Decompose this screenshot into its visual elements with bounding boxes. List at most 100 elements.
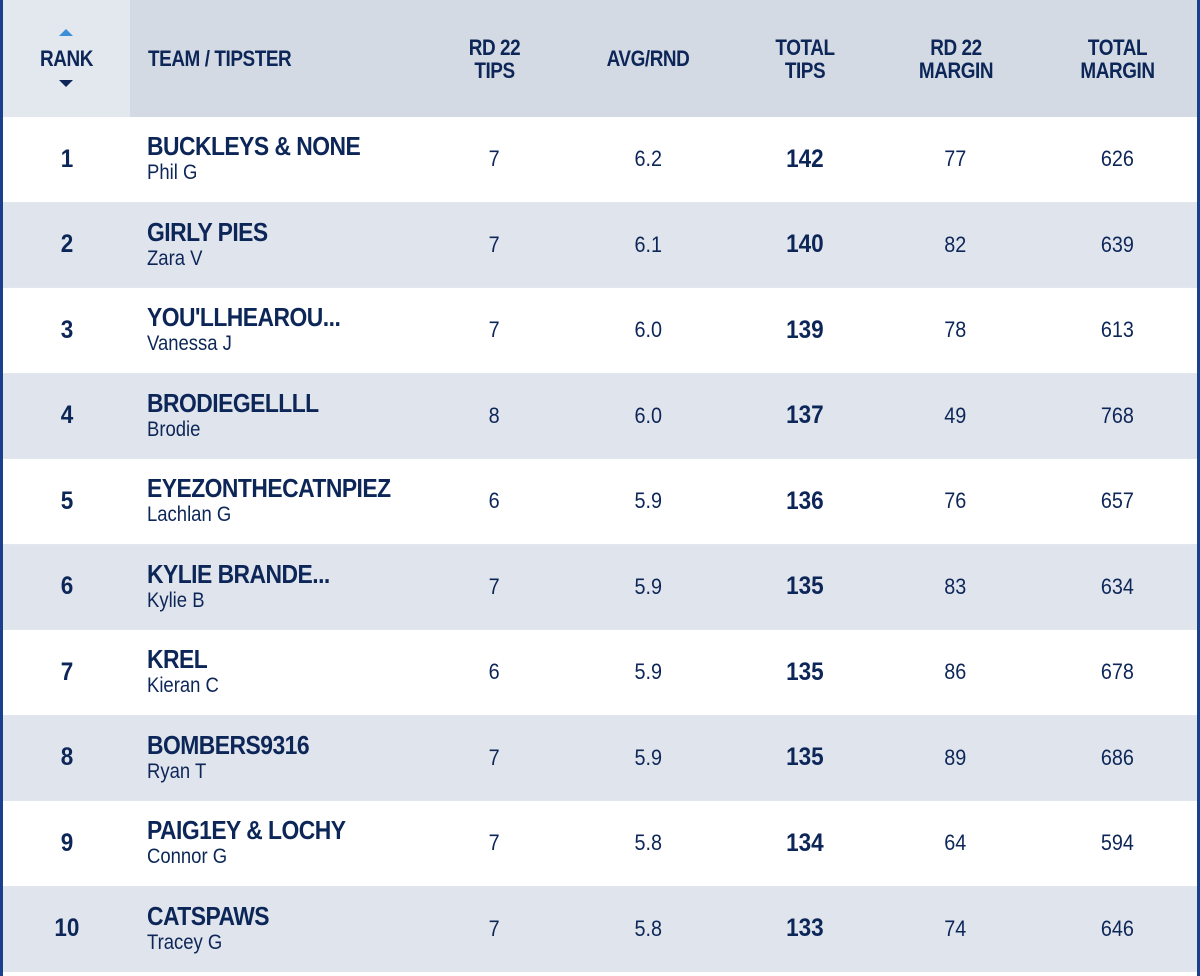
table-row[interactable]: 2 GIRLY PIES Zara V 7 6.1 140 82 639 (3, 202, 1197, 288)
total-margin-cell: 678 (1065, 630, 1170, 715)
avg-rnd-value: 5.9 (634, 744, 662, 770)
rank-cell: 10 (3, 887, 130, 972)
team-cell: BRODIEGELLLL Brodie (147, 374, 447, 459)
rd-tips-value: 6 (488, 488, 501, 514)
rd-margin-cell: 78 (903, 288, 1008, 373)
total-tips-value: 137 (786, 401, 824, 430)
tipster-name: Zara V (147, 246, 203, 270)
table-row[interactable]: 8 BOMBERS9316 Ryan T 7 5.9 135 89 686 (3, 715, 1197, 801)
total-margin-cell: 639 (1065, 203, 1170, 288)
avg-rnd-cell: 5.8 (588, 887, 708, 972)
rank-cell: 6 (3, 545, 130, 630)
tipster-name: Kieran C (147, 674, 219, 697)
table-row[interactable]: 9 PAIG1EY & LOCHY Connor G 7 5.8 134 64 594 (3, 801, 1197, 887)
team-name[interactable]: PAIG1EY & LOCHY (147, 815, 346, 845)
team-name[interactable]: EYEZONTHECATNPIEZ (147, 473, 391, 503)
total-margin-cell: 634 (1065, 545, 1170, 630)
rd-tips-value: 7 (488, 830, 501, 856)
team-name[interactable]: GIRLY PIES (147, 216, 268, 247)
rd-margin-cell: 89 (903, 716, 1008, 801)
avg-rnd-value: 6.0 (634, 317, 662, 343)
total-tips-cell: 140 (755, 203, 855, 288)
total-tips-cell: 135 (755, 716, 855, 801)
table-body: 1 BUCKLEYS & NONE Phil G 7 6.2 142 77 626 2 GIRLY… (3, 117, 1197, 972)
total-margin-value: 613 (1100, 317, 1135, 343)
table-row[interactable]: 5 EYEZONTHECATNPIEZ Lachlan G 6 5.9 136 76 657 (3, 459, 1197, 545)
rd-margin-cell: 86 (903, 630, 1008, 715)
team-cell: PAIG1EY & LOCHY Connor G (147, 801, 447, 886)
rank-column-header[interactable]: RANK (3, 0, 130, 117)
avg-rnd-cell: 6.1 (588, 203, 708, 288)
rd-tips-cell: 6 (443, 459, 546, 544)
rd-tips-cell: 7 (443, 801, 546, 886)
team-name[interactable]: CATSPAWS (147, 900, 270, 931)
rank-value: 5 (60, 486, 73, 515)
rank-value: 9 (60, 828, 73, 857)
rd-tips-value: 7 (488, 744, 501, 770)
total-tips-cell: 137 (755, 374, 855, 459)
table-row[interactable]: 4 BRODIEGELLLL Brodie 8 6.0 137 49 768 (3, 373, 1197, 459)
rank-value: 10 (53, 914, 80, 943)
sort-descending-icon[interactable] (59, 80, 73, 87)
rd-margin-cell: 74 (903, 887, 1008, 972)
avg-rnd-value: 6.1 (634, 231, 662, 257)
avg-rnd-cell: 5.9 (588, 459, 708, 544)
rd-tips-cell: 7 (443, 545, 546, 630)
rank-header-label: RANK (40, 46, 93, 71)
team-name[interactable]: BUCKLEYS & NONE (147, 131, 361, 161)
avg-rnd-header[interactable]: AVG/RND (606, 46, 690, 71)
rank-value: 3 (60, 315, 73, 344)
rd-margin-cell: 76 (903, 459, 1008, 544)
table-row[interactable]: 7 KREL Kieran C 6 5.9 135 86 678 (3, 630, 1197, 716)
tipster-name: Vanessa J (147, 332, 232, 355)
rd-tips-header[interactable]: RD 22 TIPS (468, 34, 521, 83)
table-row[interactable]: 10 CATSPAWS Tracey G 7 5.8 133 74 646 (3, 886, 1197, 972)
sort-ascending-icon[interactable] (59, 29, 73, 36)
total-tips-value: 135 (786, 572, 824, 601)
rank-value: 7 (60, 657, 73, 686)
team-name[interactable]: BOMBERS9316 (147, 729, 310, 760)
rank-cell: 7 (3, 630, 130, 715)
table-row[interactable]: 3 YOU'LLHEAROU... Vanessa J 7 6.0 139 78 613 (3, 288, 1197, 374)
team-cell: KYLIE BRANDE... Kylie B (147, 545, 447, 630)
total-tips-cell: 134 (755, 801, 855, 886)
total-tips-value: 133 (786, 914, 824, 943)
rd-tips-value: 7 (488, 146, 501, 172)
total-tips-header[interactable]: TOTAL TIPS (775, 34, 835, 83)
tipster-name: Tracey G (147, 930, 223, 954)
total-tips-cell: 136 (755, 459, 855, 544)
rd-margin-header[interactable]: RD 22 MARGIN (918, 34, 994, 83)
team-cell: EYEZONTHECATNPIEZ Lachlan G (147, 459, 447, 544)
total-tips-value: 142 (786, 144, 824, 173)
avg-rnd-cell: 5.9 (588, 545, 708, 630)
team-name[interactable]: KREL (147, 644, 208, 674)
rd-tips-value: 7 (488, 573, 501, 599)
table-row[interactable]: 6 KYLIE BRANDE... Kylie B 7 5.9 135 83 634 (3, 544, 1197, 630)
team-cell: CATSPAWS Tracey G (147, 887, 447, 972)
rd-margin-value: 89 (944, 744, 967, 770)
team-cell: BUCKLEYS & NONE Phil G (147, 117, 447, 202)
rd-tips-cell: 8 (443, 374, 546, 459)
rank-value: 6 (60, 572, 73, 601)
team-tipster-header[interactable]: TEAM / TIPSTER (148, 46, 292, 71)
rank-cell: 1 (3, 117, 130, 202)
total-tips-value: 135 (786, 743, 824, 772)
avg-rnd-cell: 5.9 (588, 716, 708, 801)
total-margin-cell: 594 (1065, 801, 1170, 886)
tipster-name: Lachlan G (147, 503, 232, 526)
team-cell: GIRLY PIES Zara V (147, 203, 447, 288)
team-name[interactable]: YOU'LLHEAROU... (147, 302, 341, 332)
rank-cell: 3 (3, 288, 130, 373)
tipster-name: Phil G (147, 161, 198, 184)
total-margin-value: 634 (1100, 573, 1135, 599)
total-margin-header[interactable]: TOTAL MARGIN (1080, 34, 1155, 83)
table-row[interactable]: 1 BUCKLEYS & NONE Phil G 7 6.2 142 77 626 (3, 117, 1197, 203)
rank-cell: 9 (3, 801, 130, 886)
team-name[interactable]: BRODIEGELLLL (147, 387, 319, 418)
team-name[interactable]: KYLIE BRANDE... (147, 558, 330, 589)
leaderboard-table: RANK TEAM / TIPSTER RD 22 TIPS AVG/RND T… (3, 0, 1197, 976)
tipster-name: Connor G (147, 845, 228, 868)
rd-margin-value: 76 (944, 488, 967, 514)
rank-cell: 2 (3, 203, 130, 288)
total-margin-value: 594 (1100, 830, 1135, 856)
